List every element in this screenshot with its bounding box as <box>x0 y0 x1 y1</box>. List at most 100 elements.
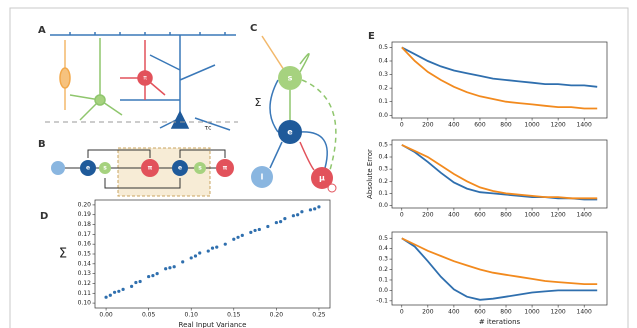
node-label: s <box>103 165 107 172</box>
scatter-point <box>193 254 198 258</box>
x-tick-label: 0.25 <box>312 312 326 319</box>
x-tick-label: 1200 <box>550 122 565 129</box>
y-tick-label: 0.11 <box>78 290 92 297</box>
y-tick-label: 0.15 <box>78 251 92 258</box>
x-tick-label: 200 <box>422 122 434 129</box>
scatter-point <box>253 228 257 233</box>
scatter-point <box>189 256 193 260</box>
panel-label: A <box>38 25 46 36</box>
x-tick-label: 0.20 <box>270 312 284 319</box>
scatter-point <box>147 274 151 279</box>
y-tick-label: 0.2 <box>378 266 388 273</box>
x-tick-label: 800 <box>500 309 512 316</box>
line-series <box>401 46 598 110</box>
y-axis-label: Σ <box>59 247 67 262</box>
scatter-point <box>172 265 176 269</box>
scatter-point <box>130 284 134 288</box>
plot-area <box>94 199 331 309</box>
y-tick-label: 0.1 <box>378 98 388 105</box>
scatter-point <box>151 274 155 278</box>
x-axis-label: Real Input Variance <box>179 321 247 328</box>
scatter-point <box>215 245 219 249</box>
x-axis-label: # iterations <box>479 318 521 326</box>
y-tick-label: 0.20 <box>78 201 92 208</box>
y-axis-label: Absolute Error <box>366 149 374 199</box>
line-series <box>401 46 598 88</box>
x-tick-label: 0.10 <box>185 312 199 319</box>
y-tick-label: 0.0 <box>378 202 388 209</box>
y-tick-label: 0.10 <box>78 300 92 307</box>
y-tick-label: 0.19 <box>78 211 92 218</box>
y-tick-label: 0.13 <box>78 270 92 277</box>
x-tick-label: 800 <box>500 212 512 219</box>
node-label: π <box>148 165 153 172</box>
x-tick-label: 400 <box>448 212 460 219</box>
scatter-point <box>138 279 142 284</box>
scatter-point <box>283 217 287 221</box>
x-tick-label: 400 <box>448 122 460 129</box>
node-label: e <box>178 165 182 172</box>
x-tick-label: 0.15 <box>227 312 241 319</box>
x-tick-label: 600 <box>474 309 486 316</box>
scatter-point <box>279 220 283 224</box>
scatter-point <box>296 213 300 217</box>
scatter-point <box>274 220 278 225</box>
plot-area <box>391 231 608 306</box>
y-tick-label: 0.1 <box>378 276 388 283</box>
node-label: e <box>287 128 293 137</box>
scatter-point <box>313 207 317 211</box>
scatter-point <box>291 214 295 218</box>
x-tick-label: 400 <box>448 309 460 316</box>
y-tick-label: 0.17 <box>78 231 92 238</box>
x-tick-label: 1000 <box>524 122 539 129</box>
scatter-point <box>112 290 117 294</box>
x-tick-label: 600 <box>474 212 486 219</box>
y-tick-label: 0.2 <box>378 85 388 92</box>
scatter-point <box>164 267 168 271</box>
y-tick-label: 0.4 <box>378 245 388 252</box>
x-tick-label: 1000 <box>524 309 539 316</box>
panel-label: E <box>368 31 375 42</box>
node-label: s <box>198 165 202 172</box>
scatter-point <box>240 233 244 237</box>
y-tick-label: 0.3 <box>378 71 388 78</box>
x-tick-label: 0 <box>400 212 404 219</box>
node-label: π <box>143 75 147 82</box>
node-label: e <box>86 165 90 172</box>
line-series <box>401 237 598 285</box>
node-label: π <box>223 165 228 172</box>
x-tick-label: 0.00 <box>99 312 113 319</box>
scatter-point <box>266 224 270 229</box>
x-tick-label: 0 <box>400 309 404 316</box>
y-tick-label: 0.5 <box>378 141 388 148</box>
scatter-point <box>108 293 112 297</box>
x-tick-label: 1200 <box>550 212 565 219</box>
line-series <box>401 237 598 301</box>
scatter-point <box>206 249 210 253</box>
scatter-point <box>168 266 172 270</box>
scatter-point <box>198 251 202 255</box>
x-tick-label: 800 <box>500 122 512 129</box>
scatter-point <box>223 242 227 246</box>
y-tick-label: 0.1 <box>378 190 388 197</box>
x-tick-label: 600 <box>474 122 486 129</box>
y-tick-label: 0.14 <box>78 260 92 267</box>
y-tick-label: 0.3 <box>378 166 388 173</box>
panel-label: C <box>250 23 257 34</box>
scatter-point <box>121 287 125 291</box>
scatter-point <box>104 295 108 299</box>
x-tick-label: 1200 <box>550 309 565 316</box>
y-tick-label: 0.0 <box>378 112 388 119</box>
line-series <box>401 144 598 200</box>
y-tick-label: 0.4 <box>378 154 388 161</box>
scatter-point <box>232 237 236 241</box>
y-tick-label: 0.2 <box>378 178 388 185</box>
scatter-point <box>300 210 304 214</box>
node-label: μ <box>319 174 325 183</box>
x-tick-label: 1400 <box>577 309 592 316</box>
y-tick-label: 0.12 <box>78 280 92 287</box>
plot-area <box>391 139 608 209</box>
node-label: I <box>261 173 264 182</box>
x-tick-label: 200 <box>422 309 434 316</box>
